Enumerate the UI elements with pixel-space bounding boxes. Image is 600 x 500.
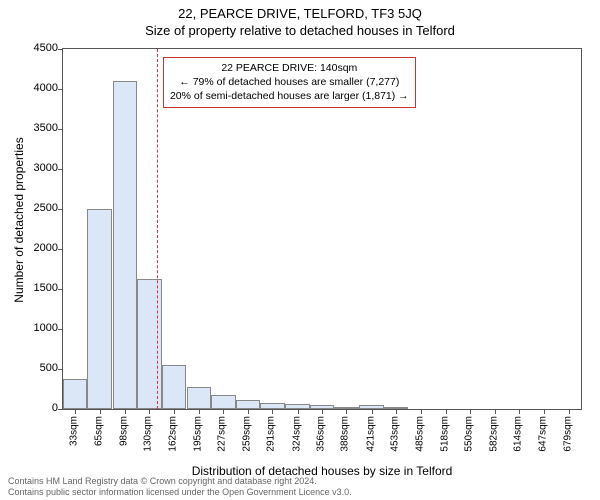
xtick-label: 356sqm bbox=[316, 416, 327, 452]
xtick-label: 485sqm bbox=[414, 416, 425, 452]
xtick-label: 453sqm bbox=[390, 416, 401, 452]
xtick-mark bbox=[346, 409, 347, 414]
histogram-bar bbox=[359, 405, 383, 409]
xtick-label: 291sqm bbox=[266, 416, 277, 452]
histogram-bar bbox=[285, 404, 309, 409]
ytick-mark bbox=[58, 369, 63, 370]
xtick-label: 195sqm bbox=[192, 416, 203, 452]
xtick-mark bbox=[421, 409, 422, 414]
xtick-mark bbox=[272, 409, 273, 414]
xtick-mark bbox=[322, 409, 323, 414]
xtick-mark bbox=[569, 409, 570, 414]
ytick-label: 2500 bbox=[18, 202, 58, 214]
ytick-label: 3500 bbox=[18, 122, 58, 134]
xtick-label: 98sqm bbox=[118, 416, 129, 446]
annotation-line: ← 79% of detached houses are smaller (7,… bbox=[170, 75, 409, 89]
xtick-mark bbox=[495, 409, 496, 414]
ytick-label: 4500 bbox=[18, 42, 58, 54]
ytick-label: 3000 bbox=[18, 162, 58, 174]
xtick-mark bbox=[149, 409, 150, 414]
xtick-mark bbox=[446, 409, 447, 414]
xtick-mark bbox=[470, 409, 471, 414]
xtick-mark bbox=[199, 409, 200, 414]
histogram-bar bbox=[211, 395, 235, 409]
xtick-label: 130sqm bbox=[143, 416, 154, 452]
xtick-mark bbox=[248, 409, 249, 414]
ytick-label: 2000 bbox=[18, 242, 58, 254]
histogram-bar bbox=[63, 379, 87, 409]
histogram-bar bbox=[334, 407, 358, 409]
xtick-mark bbox=[396, 409, 397, 414]
xtick-mark bbox=[125, 409, 126, 414]
annotation-box: 22 PEARCE DRIVE: 140sqm← 79% of detached… bbox=[163, 57, 416, 108]
histogram-bar bbox=[236, 400, 260, 409]
xtick-label: 227sqm bbox=[217, 416, 228, 452]
xtick-mark bbox=[223, 409, 224, 414]
xtick-label: 647sqm bbox=[538, 416, 549, 452]
xtick-label: 33sqm bbox=[69, 416, 80, 446]
ytick-mark bbox=[58, 289, 63, 290]
ytick-mark bbox=[58, 209, 63, 210]
xtick-mark bbox=[100, 409, 101, 414]
reference-line bbox=[157, 49, 158, 409]
histogram-bar bbox=[310, 405, 334, 409]
xtick-mark bbox=[544, 409, 545, 414]
histogram-bar bbox=[187, 387, 211, 409]
xtick-mark bbox=[298, 409, 299, 414]
xtick-label: 65sqm bbox=[93, 416, 104, 446]
ytick-mark bbox=[58, 129, 63, 130]
ytick-label: 500 bbox=[18, 362, 58, 374]
ytick-label: 1500 bbox=[18, 282, 58, 294]
ytick-mark bbox=[58, 49, 63, 50]
footer-line2: Contains public sector information licen… bbox=[8, 487, 352, 498]
xtick-mark bbox=[372, 409, 373, 414]
chart-title: 22, PEARCE DRIVE, TELFORD, TF3 5JQ bbox=[0, 0, 600, 21]
ytick-label: 1000 bbox=[18, 322, 58, 334]
xtick-label: 162sqm bbox=[167, 416, 178, 452]
histogram-bar bbox=[260, 403, 284, 409]
ytick-label: 4000 bbox=[18, 82, 58, 94]
histogram-bar bbox=[384, 407, 408, 409]
ytick-label: 0 bbox=[18, 402, 58, 414]
xtick-label: 324sqm bbox=[291, 416, 302, 452]
ytick-mark bbox=[58, 329, 63, 330]
xtick-mark bbox=[174, 409, 175, 414]
chart-subtitle: Size of property relative to detached ho… bbox=[0, 21, 600, 42]
ytick-mark bbox=[58, 249, 63, 250]
xtick-label: 614sqm bbox=[513, 416, 524, 452]
xtick-mark bbox=[519, 409, 520, 414]
annotation-line: 20% of semi-detached houses are larger (… bbox=[170, 89, 409, 103]
xtick-label: 679sqm bbox=[562, 416, 573, 452]
xtick-label: 550sqm bbox=[464, 416, 475, 452]
histogram-bar bbox=[113, 81, 137, 409]
xtick-label: 518sqm bbox=[439, 416, 450, 452]
histogram-bar bbox=[87, 209, 111, 409]
annotation-line: 22 PEARCE DRIVE: 140sqm bbox=[170, 61, 409, 75]
xtick-label: 388sqm bbox=[340, 416, 351, 452]
xtick-label: 582sqm bbox=[488, 416, 499, 452]
xtick-mark bbox=[75, 409, 76, 414]
ytick-mark bbox=[58, 169, 63, 170]
ytick-mark bbox=[58, 89, 63, 90]
footer-line1: Contains HM Land Registry data © Crown c… bbox=[8, 476, 352, 487]
plot-area: 22 PEARCE DRIVE: 140sqm← 79% of detached… bbox=[62, 48, 582, 410]
xtick-label: 259sqm bbox=[241, 416, 252, 452]
ytick-mark bbox=[58, 409, 63, 410]
xtick-label: 421sqm bbox=[365, 416, 376, 452]
chart-container: 22, PEARCE DRIVE, TELFORD, TF3 5JQ Size … bbox=[0, 0, 600, 500]
histogram-bar bbox=[162, 365, 186, 409]
footer-attribution: Contains HM Land Registry data © Crown c… bbox=[8, 476, 352, 499]
